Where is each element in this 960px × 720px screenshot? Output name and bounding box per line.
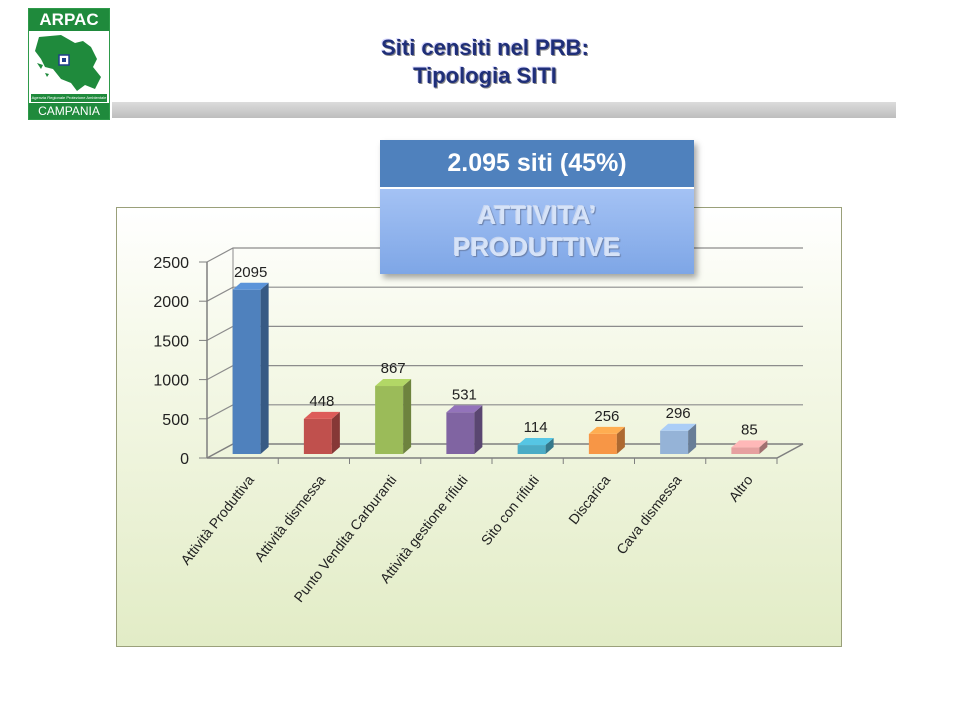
bar-side [474,405,483,454]
gridline [206,365,803,381]
arpac-logo: ARPAC Agenzia Regionale Protezione Ambie… [28,8,110,120]
x-category-label: Sito con rifiuti [478,472,542,548]
logo-bottom-text: CAMPANIA [29,103,109,119]
gridline [206,404,803,420]
bar-side [759,440,768,454]
bar-top [517,438,554,446]
chart-grid [199,247,804,464]
x-category-label: Altro [725,472,755,505]
bar-side [545,438,554,454]
gridline [206,443,803,459]
y-tick-label: 1500 [153,333,189,350]
y-tick-label: 500 [162,412,189,429]
x-axis [207,443,804,459]
chart-bars [232,282,768,454]
bar [303,418,332,454]
x-category-label: Attività dismessa [251,472,328,565]
bar [660,430,689,454]
highlight-callout: 2.095 siti (45%) ATTIVITA’ PRODUTTIVE [380,140,694,274]
bar-side [260,282,269,454]
data-label: 114 [524,419,548,436]
y-tick-label: 2500 [153,255,189,272]
bar-top [303,411,340,419]
page-title: Siti censiti nel PRB: Tipologia SITI [250,34,720,90]
bar-top [375,379,412,387]
y-tick-label: 2000 [153,294,189,311]
bar [588,433,617,454]
y-tick-label: 0 [180,451,189,468]
data-label: 296 [666,405,691,422]
x-category-label: Discarica [565,472,613,527]
data-label: 85 [741,421,758,438]
gridline [206,325,803,341]
x-category-label: Cava dismessa [613,472,685,557]
bar-top [588,426,625,434]
data-label: 867 [381,360,406,377]
callout-line-1: ATTIVITA’ [477,200,597,230]
bar [232,289,261,454]
data-label: 448 [309,393,334,410]
data-label: 531 [452,386,477,403]
bar-side [616,426,625,454]
callout-body: ATTIVITA’ PRODUTTIVE [380,189,694,274]
callout-headline: 2.095 siti (45%) [380,140,694,189]
header-divider-bar [112,102,896,118]
data-label: 2095 [234,264,267,281]
bar-top [731,440,768,448]
bar-side [331,411,340,454]
x-category-label: Attività Produttiva [177,472,257,568]
bar [375,386,404,454]
logo-small-text: Agenzia Regionale Protezione Ambientale [31,94,107,102]
bar-side [403,379,412,454]
bar [731,447,760,454]
logo-top-text: ARPAC [29,9,109,31]
bar [446,412,475,454]
title-line-2: Tipologia SITI [413,63,557,88]
gridline [206,286,803,302]
callout-line-2: PRODUTTIVE [453,232,621,262]
chart-panel: 0 500 1000 1500 2000 2500 2095 Attività Produtt… [116,207,842,647]
campania-map-icon [35,35,101,91]
bar-chart: 0 500 1000 1500 2000 2500 2095 Attività Produtt… [153,247,804,605]
bar-top [232,282,269,290]
bar-top [660,423,697,431]
bar [517,445,546,454]
bar-top [446,405,483,413]
title-line-1: Siti censiti nel PRB: [381,35,589,60]
bar-side [688,423,697,454]
data-label: 256 [594,408,619,425]
y-tick-label: 1000 [153,373,189,390]
